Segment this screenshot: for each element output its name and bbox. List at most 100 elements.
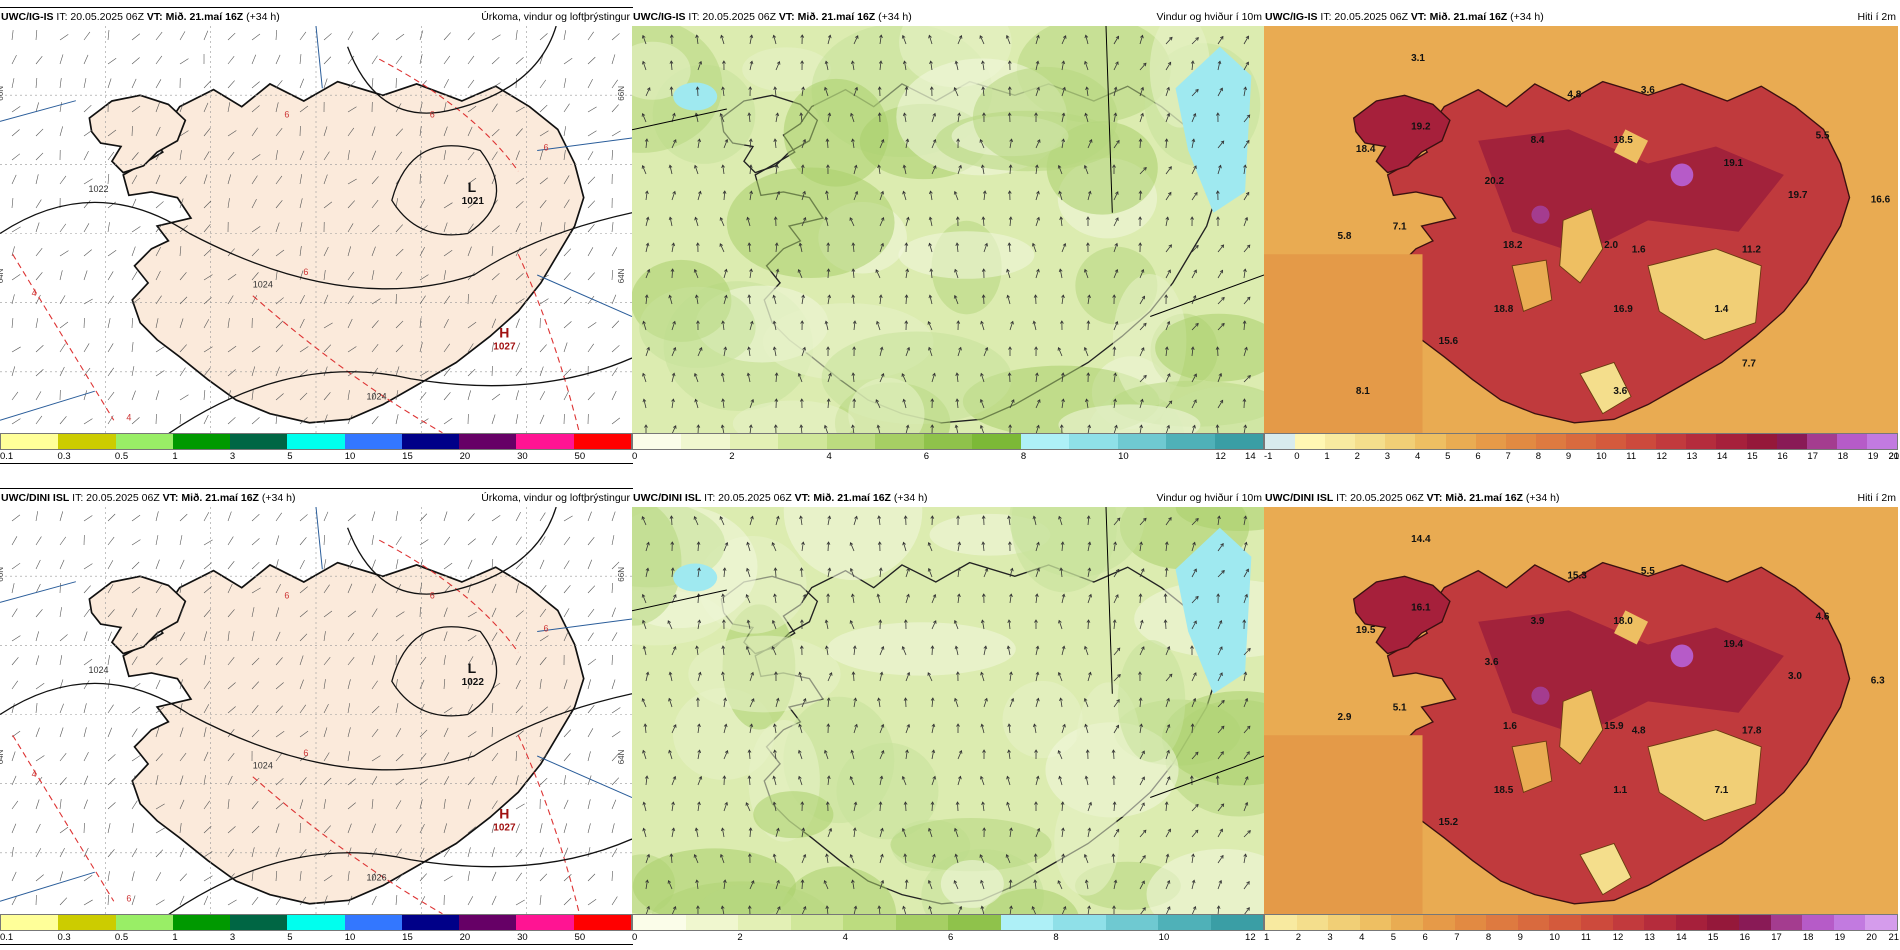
- wind-barb: [515, 512, 521, 522]
- wind-barb: [107, 584, 114, 594]
- wind-arrow: [1035, 35, 1039, 45]
- wind-arrow-head: [1143, 374, 1147, 379]
- colorbar-tick-label: 50: [574, 932, 586, 943]
- wind-barb: [539, 298, 549, 305]
- wind-arrow-head: [1084, 34, 1089, 39]
- wind-arrow: [1191, 373, 1197, 383]
- region-border: [537, 137, 632, 151]
- wind-barb: [83, 223, 90, 233]
- colorbar-tick-label: 9: [1565, 451, 1572, 462]
- wind-arrow: [905, 294, 908, 305]
- wind-speed-patch: [1009, 507, 1145, 578]
- wind-barb: [107, 631, 112, 642]
- wind-barb: [611, 823, 615, 834]
- wind-barb: [347, 178, 357, 185]
- wind-arrow-head: [1216, 112, 1220, 116]
- land-temp: [1352, 575, 1451, 655]
- wind-arrow: [902, 776, 907, 786]
- wind-barb: [35, 391, 42, 401]
- temp-value-label: 3.6: [1613, 386, 1627, 397]
- wind-arrow: [1139, 296, 1145, 305]
- wind-barb: [227, 417, 236, 425]
- wind-arrow: [1243, 61, 1249, 71]
- wind-arrow: [775, 113, 779, 123]
- wind-arrow: [801, 542, 804, 552]
- wind-arrow: [879, 801, 882, 812]
- wind-arrow-head: [719, 243, 723, 247]
- wind-barb: [227, 511, 232, 522]
- run-info: UWC/IG-IS IT: 20.05.2025 06Z VT: Mið. 21…: [633, 8, 912, 26]
- wind-barb: [563, 78, 567, 89]
- wind-arrow-head: [776, 879, 780, 884]
- wind-barb: [419, 54, 423, 65]
- wind-barb: [179, 535, 183, 546]
- wind-arrow: [799, 724, 803, 734]
- wind-barb: [35, 56, 43, 65]
- wind-arrow: [668, 750, 673, 760]
- wind-arrow: [955, 646, 959, 656]
- wind-arrow: [1217, 672, 1223, 682]
- wind-barb: [227, 102, 231, 113]
- colorbar-swatch: [115, 915, 173, 930]
- wind-arrow: [748, 295, 751, 305]
- wind-arrow: [1035, 646, 1039, 656]
- wind-barb: [107, 57, 117, 65]
- wind-barb: [107, 318, 111, 329]
- wind-arrow-head: [1190, 216, 1194, 220]
- colorbar-swatch: [344, 434, 402, 449]
- wind-arrow: [852, 373, 855, 383]
- wind-barb: [323, 511, 329, 522]
- wind-arrow-head: [1036, 190, 1040, 195]
- wind-arrow-head: [694, 398, 698, 403]
- map-area: 1022 1024 1024 6 6 6 6 4 4 L 1021 H 1027 66N 66N 64N 64N: [0, 26, 632, 441]
- colorbar-swatch: [1644, 915, 1676, 930]
- wind-barb: [83, 585, 91, 594]
- wind-arrow: [1217, 87, 1223, 97]
- wind-arrow: [1165, 776, 1171, 786]
- wind-arrow-head: [1008, 424, 1013, 428]
- wind-barb: [179, 775, 184, 786]
- wind-arrow: [1057, 880, 1063, 890]
- wind-arrow-head: [1062, 723, 1066, 728]
- wind-barb: [563, 150, 566, 161]
- wind-arrow-head: [878, 60, 883, 64]
- wind-arrow-head: [1007, 541, 1012, 545]
- glacier-cool: [1647, 729, 1762, 822]
- wind-arrow: [824, 880, 829, 890]
- wind-arrow: [642, 35, 647, 45]
- wind-arrow-head: [979, 35, 983, 39]
- colorbar: 0 2 4 6 8 10 12 14: [632, 433, 1264, 463]
- colorbar: -1 0 1 2 3 4 5 6 7 8 9 10 11 12 13 14 15 16 17 18 19 20 21: [1264, 433, 1899, 463]
- temp-value-label: 2.0: [1604, 240, 1618, 251]
- wind-barb: [251, 825, 260, 834]
- wind-barb: [491, 174, 497, 185]
- wind-arrow-head: [878, 801, 883, 805]
- wind-arrow: [801, 295, 804, 305]
- wind-barb: [275, 847, 280, 858]
- wind-arrow-head: [721, 645, 726, 649]
- wind-arrow-head: [824, 216, 829, 221]
- wind-arrow: [877, 594, 881, 604]
- wind-barb: [155, 174, 161, 185]
- wind-barb: [371, 511, 376, 522]
- wind-arrow-head: [980, 164, 985, 169]
- wind-arrow-head: [775, 164, 779, 168]
- wind-barb: [179, 727, 184, 738]
- wind-arrow: [749, 61, 753, 71]
- wind-speed-patch: [783, 78, 889, 187]
- wind-arrow: [749, 880, 755, 890]
- wind-barb: [35, 727, 40, 738]
- wind-arrow: [927, 321, 933, 331]
- wind-barb: [467, 55, 475, 65]
- wind-arrow-head: [827, 294, 832, 299]
- colorbar-swatch: [1, 915, 59, 930]
- wind-arrow-head: [1192, 541, 1196, 546]
- wind-arrow-head: [1033, 879, 1038, 883]
- wind-arrow-head: [695, 34, 699, 39]
- wind-barb: [467, 751, 472, 762]
- wind-barb: [155, 679, 161, 690]
- wind-arrow-head: [901, 827, 906, 832]
- isobar: [157, 357, 632, 441]
- wind-arrow-head: [1141, 750, 1145, 755]
- colorbar-tick-label: 4: [1359, 932, 1365, 943]
